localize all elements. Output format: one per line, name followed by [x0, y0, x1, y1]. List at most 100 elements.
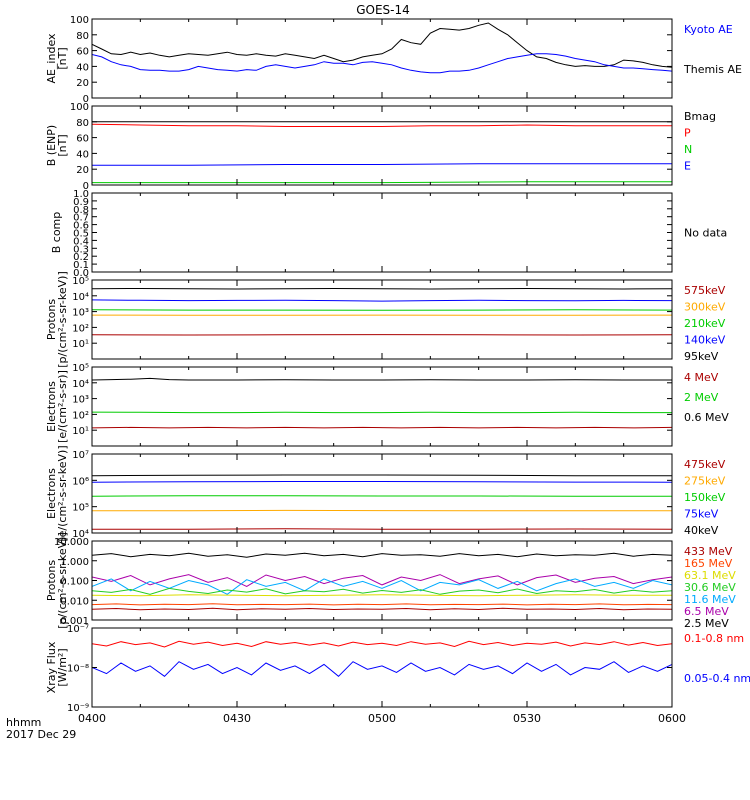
series-line-kyoto-ae — [92, 53, 672, 74]
panel-8: 10⁻⁹ 10⁻⁸ 10⁻⁷ Xray Flux[W/m²] 0.1-0.8 nm 0.0… — [45, 624, 750, 714]
y-tick-label: 10² — [72, 410, 89, 421]
y-axis-label: Protons — [45, 560, 58, 601]
y-tick-label: 10⁷ — [72, 450, 89, 461]
panel-frame — [91, 279, 673, 360]
legend-entry: 63.1 MeV — [684, 569, 736, 582]
y-axis-label: Protons — [45, 299, 58, 340]
x-tick-label: 0400 — [78, 712, 106, 725]
y-tick-label: 10⁴ — [72, 292, 89, 303]
y-tick-label: 20 — [76, 78, 89, 89]
legend-entry: 2 MeV — [684, 391, 719, 404]
y-axis-label: Electrons — [45, 468, 58, 519]
y-axis-label: [e/(cm²-s-sr)] — [56, 370, 69, 443]
y-tick-label: 0.3 — [73, 244, 89, 255]
panel-frame — [91, 453, 673, 534]
panel-6: 10⁴ 10⁵ 10⁶ 10⁷ Electrons[e/(cm²-s-sr-keV)] 4… — [45, 445, 726, 541]
y-tick-label: 0.001 — [60, 616, 89, 627]
y-tick-label: 10¹ — [72, 339, 89, 350]
series-line-30-6-mev — [92, 587, 672, 595]
y-axis-label: [e/(cm²-s-sr-keV)] — [56, 445, 69, 541]
y-axis-label: AE_index — [45, 33, 58, 84]
chart-title: GOES-14 — [356, 3, 410, 17]
x-axis: 0400 0430 0500 0530 0600 — [78, 712, 686, 725]
panel-1: 0 20 40 60 80 100 AE_index[nT] Kyoto AE Themis A… — [45, 15, 742, 105]
y-tick-label: 60 — [76, 47, 89, 58]
series-line-210kev — [92, 309, 672, 311]
series-line-63-1-mev — [92, 594, 672, 597]
series-line-themis-ae — [92, 22, 672, 68]
date-label: 2017 Dec 29 — [6, 728, 76, 741]
y-tick-label: 40 — [76, 149, 89, 160]
legend-entry: No data — [684, 227, 727, 240]
y-axis-label: Electrons — [45, 381, 58, 432]
y-tick-label: 0.7 — [73, 213, 89, 224]
y-tick-label: 0.6 — [73, 221, 89, 232]
panel-frame — [91, 105, 673, 186]
legend-entry: 140keV — [684, 334, 726, 347]
x-axis-unit-label: hhmm — [6, 716, 41, 729]
legend-entry: 210keV — [684, 317, 726, 330]
y-tick-label: 10⁵ — [72, 276, 89, 287]
y-tick-label: 0.4 — [73, 236, 89, 247]
y-tick-label: 0 — [83, 181, 89, 192]
legend-entry: 0.6 MeV — [684, 411, 729, 424]
y-tick-label: 10⁻⁷ — [67, 624, 89, 635]
legend-entry: 2.5 MeV — [684, 617, 729, 630]
y-tick-label: 0.0 — [73, 268, 89, 279]
y-tick-label: 10³ — [72, 395, 89, 406]
series-line-95kev — [92, 287, 672, 290]
legend-entry: 75keV — [684, 508, 719, 521]
series-line-4-mev — [92, 426, 672, 429]
legend-entry: 4 MeV — [684, 371, 719, 384]
panel-frame — [91, 192, 673, 273]
series-line-2-mev — [92, 411, 672, 414]
y-tick-label: 10² — [72, 323, 89, 334]
y-tick-label: 0.010 — [60, 596, 89, 607]
y-axis-label: B (ENP) — [45, 125, 58, 166]
y-axis-label: Xray Flux — [45, 641, 58, 693]
legend-entry: 95keV — [684, 350, 719, 363]
y-tick-label: 0.8 — [73, 205, 89, 216]
series-line-p — [92, 123, 672, 127]
legend-entry: 433 MeV — [684, 545, 733, 558]
y-axis-label: [nT] — [56, 47, 69, 69]
series-line-150kev — [92, 495, 672, 497]
y-axis-label: [W/m²] — [56, 648, 69, 686]
y-tick-label: 0.100 — [60, 577, 89, 588]
y-tick-label: 0.2 — [73, 252, 89, 263]
legend-entry: 475keV — [684, 458, 726, 471]
y-tick-label: 1.0 — [73, 189, 89, 200]
y-tick-label: 20 — [76, 165, 89, 176]
y-tick-label: 0.9 — [73, 197, 89, 208]
y-tick-label: 10⁵ — [72, 363, 89, 374]
series-line-75kev — [92, 481, 672, 483]
series-line-0-05-0-4-nm — [92, 661, 672, 677]
y-tick-label: 10.000 — [54, 537, 89, 548]
x-tick-label: 0500 — [368, 712, 396, 725]
panel-4: 10¹ 10² 10³ 10⁴ 10⁵ Protons[p/(cm²-s-sr-keV)]… — [45, 271, 726, 368]
series-line-433-mev — [92, 607, 672, 611]
y-tick-label: 10⁻⁹ — [67, 703, 89, 714]
y-tick-label: 80 — [76, 31, 89, 42]
y-tick-label: 60 — [76, 134, 89, 145]
series-line-6-5-mev — [92, 574, 672, 587]
x-tick-label: 0600 — [658, 712, 686, 725]
x-tick-label: 0430 — [223, 712, 251, 725]
legend-entry: 0.1-0.8 nm — [684, 632, 744, 645]
legend-entry: 6.5 MeV — [684, 605, 729, 618]
y-tick-label: 0.1 — [73, 260, 89, 271]
legend-entry: 165 MeV — [684, 557, 733, 570]
panel-5: 10¹ 10² 10³ 10⁴ 10⁵ Electrons[e/(cm²-s-sr)] 4 … — [45, 363, 729, 447]
y-tick-label: 10⁶ — [72, 476, 89, 487]
series-line-e — [92, 163, 672, 166]
y-tick-label: 1.000 — [60, 557, 89, 568]
legend-entry: P — [684, 127, 691, 140]
y-axis-label: [p/(cm²-s-sr-keV)] — [56, 532, 69, 629]
panel-frame — [91, 18, 673, 99]
y-axis-label: [p/(cm²-s-sr-keV)] — [56, 271, 69, 368]
series-line-140kev — [92, 299, 672, 302]
x-tick-label: 0530 — [513, 712, 541, 725]
panel-2: 0 20 40 60 80 100 B (ENP)[nT] Bmag PNE — [45, 102, 716, 192]
